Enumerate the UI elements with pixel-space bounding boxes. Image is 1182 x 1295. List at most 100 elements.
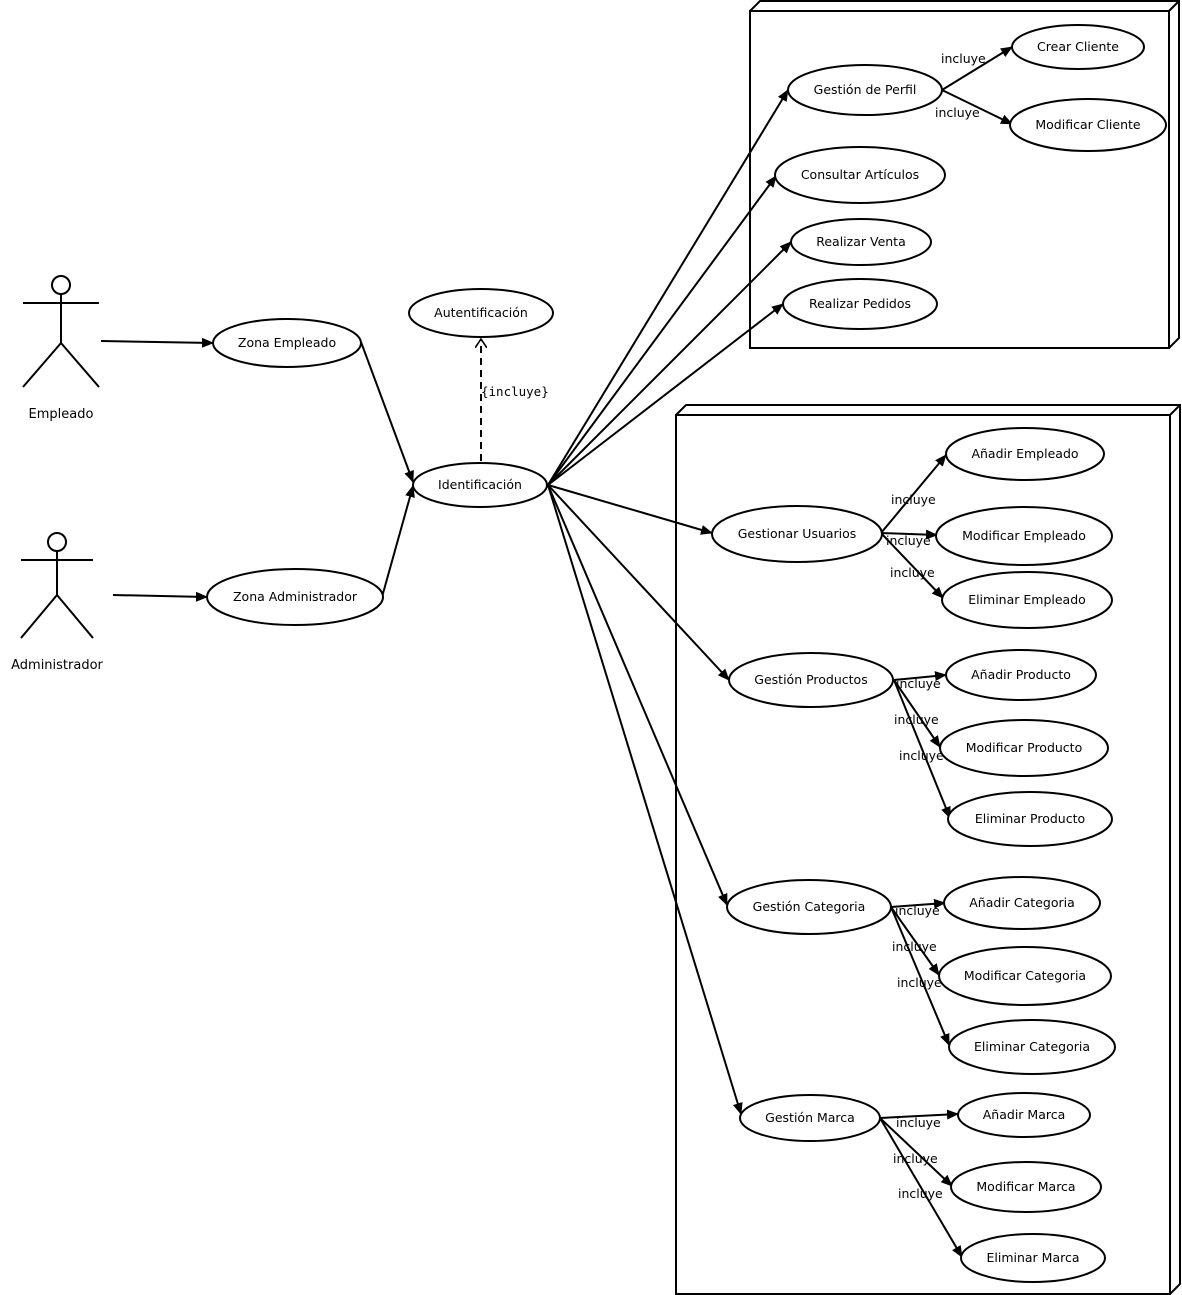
edge-ident-categoria <box>547 484 728 906</box>
svg-text:Gestionar Usuarios: Gestionar Usuarios <box>738 526 857 541</box>
use-cases: Zona Empleado Zona Administrador Identif… <box>206 24 1167 1283</box>
edge-categoria-anadir <box>890 898 946 909</box>
include-label: incluye <box>898 1186 943 1201</box>
svg-text:Crear Cliente: Crear Cliente <box>1037 39 1119 54</box>
use-case-eliminar-marca[interactable]: Eliminar Marca <box>960 1233 1106 1283</box>
use-case-gestion-productos[interactable]: Gestión Productos <box>728 652 894 708</box>
edge-marca-eliminar <box>879 1117 963 1258</box>
use-case-consultar-articulos[interactable]: Consultar Artículos <box>774 146 946 204</box>
svg-text:Modificar Categoria: Modificar Categoria <box>964 968 1086 983</box>
use-case-zona-empleado[interactable]: Zona Empleado <box>212 318 362 368</box>
use-case-realizar-venta[interactable]: Realizar Venta <box>790 218 932 266</box>
edge-productos-modificar <box>893 679 941 748</box>
use-case-eliminar-categoria[interactable]: Eliminar Categoria <box>948 1019 1116 1075</box>
package-top <box>749 0 1180 349</box>
use-case-gestionar-usuarios[interactable]: Gestionar Usuarios <box>711 505 883 563</box>
include-label: incluye <box>893 1151 938 1166</box>
edge-perfil-modificar <box>941 89 1013 125</box>
use-case-modificar-cliente[interactable]: Modificar Cliente <box>1009 98 1167 152</box>
use-case-autentificacion[interactable]: Autentificación <box>408 288 554 338</box>
use-case-modificar-categoria[interactable]: Modificar Categoria <box>938 946 1112 1006</box>
use-case-identificacion[interactable]: Identificación <box>412 462 548 508</box>
svg-text:Añadir Categoria: Añadir Categoria <box>969 895 1075 910</box>
include-label: incluye <box>895 903 940 918</box>
edges <box>100 46 1013 1258</box>
svg-text:Gestión Marca: Gestión Marca <box>765 1110 855 1125</box>
actor-label-empleado: Empleado <box>29 407 94 422</box>
svg-text:Añadir Producto: Añadir Producto <box>971 667 1071 682</box>
svg-text:Gestión de Perfil: Gestión de Perfil <box>814 82 917 97</box>
svg-text:Gestión Productos: Gestión Productos <box>754 672 867 687</box>
edge-productos-eliminar <box>893 679 951 819</box>
use-case-gestion-perfil[interactable]: Gestión de Perfil <box>787 64 943 116</box>
edge-ident-productos <box>547 484 730 681</box>
edge-usuarios-eliminar <box>880 532 944 599</box>
svg-text:Consultar Artículos: Consultar Artículos <box>801 167 919 182</box>
svg-text:Modificar Cliente: Modificar Cliente <box>1035 117 1141 132</box>
edge-ident-consultar <box>547 175 777 486</box>
edge-ident-perfil <box>547 89 789 486</box>
svg-text:Añadir Marca: Añadir Marca <box>983 1107 1066 1122</box>
include-label: incluye <box>896 1115 941 1130</box>
edge-categoria-modificar <box>890 906 940 976</box>
actor-administrador: Administrador <box>11 532 104 673</box>
edge-ident-venta <box>547 241 792 486</box>
include-label: incluye <box>891 492 936 507</box>
svg-text:Añadir Empleado: Añadir Empleado <box>971 446 1078 461</box>
include-label: incluye <box>897 975 942 990</box>
use-case-eliminar-empleado[interactable]: Eliminar Empleado <box>941 571 1113 629</box>
svg-text:Modificar Empleado: Modificar Empleado <box>962 528 1086 543</box>
use-case-gestion-marca[interactable]: Gestión Marca <box>739 1094 881 1142</box>
use-case-anadir-categoria[interactable]: Añadir Categoria <box>943 876 1101 930</box>
include-label: incluye <box>892 939 937 954</box>
include-label: incluye <box>935 105 980 120</box>
actor-empleado: Empleado <box>22 275 100 422</box>
svg-text:Identificación: Identificación <box>438 477 522 492</box>
use-case-realizar-pedidos[interactable]: Realizar Pedidos <box>782 278 938 330</box>
edge-marca-modificar <box>879 1117 953 1187</box>
svg-text:Eliminar Categoria: Eliminar Categoria <box>974 1039 1090 1054</box>
edge-admin-zona <box>112 591 208 602</box>
package-bottom <box>675 404 1181 1295</box>
svg-text:Realizar Pedidos: Realizar Pedidos <box>809 296 911 311</box>
use-case-anadir-producto[interactable]: Añadir Producto <box>945 649 1097 701</box>
svg-text:Eliminar Producto: Eliminar Producto <box>975 811 1085 826</box>
svg-text:Gestión Categoria: Gestión Categoria <box>753 899 866 914</box>
use-case-gestion-categoria[interactable]: Gestión Categoria <box>726 879 892 935</box>
edge-ident-usuarios <box>547 484 713 535</box>
use-case-anadir-marca[interactable]: Añadir Marca <box>957 1092 1091 1138</box>
use-case-modificar-empleado[interactable]: Modificar Empleado <box>935 506 1113 566</box>
svg-text:Zona Empleado: Zona Empleado <box>238 335 336 350</box>
svg-text:Modificar Producto: Modificar Producto <box>966 740 1082 755</box>
use-case-modificar-producto[interactable]: Modificar Producto <box>939 719 1109 777</box>
svg-text:Autentificación: Autentificación <box>434 305 528 320</box>
edge-empleado-zona <box>100 337 214 348</box>
use-case-anadir-empleado[interactable]: Añadir Empleado <box>945 427 1105 481</box>
include-label: incluye <box>941 51 986 66</box>
use-case-eliminar-producto[interactable]: Eliminar Producto <box>947 791 1113 847</box>
include-label: incluye <box>899 748 944 763</box>
use-case-modificar-marca[interactable]: Modificar Marca <box>950 1161 1102 1213</box>
actor-label-administrador: Administrador <box>11 658 103 673</box>
edge-productos-anadir <box>893 671 947 682</box>
edge-categoria-eliminar <box>890 906 950 1046</box>
svg-text:Realizar Venta: Realizar Venta <box>816 234 906 249</box>
edge-zona-admin-ident <box>381 485 415 598</box>
edge-usuarios-modificar <box>880 529 938 540</box>
edge-labels: {incluye} incluye incluye incluye incluy… <box>481 51 986 1201</box>
svg-text:Eliminar Empleado: Eliminar Empleado <box>968 592 1086 607</box>
svg-text:Eliminar Marca: Eliminar Marca <box>986 1250 1079 1265</box>
include-stereotype-label: {incluye} <box>481 384 549 399</box>
svg-text:Zona Administrador: Zona Administrador <box>233 589 358 604</box>
include-label: incluye <box>896 676 941 691</box>
use-case-zona-administrador[interactable]: Zona Administrador <box>206 568 384 626</box>
include-label: incluye <box>894 712 939 727</box>
edge-marca-anadir <box>879 1109 959 1120</box>
edge-ident-marca <box>547 484 743 1115</box>
use-case-crear-cliente[interactable]: Crear Cliente <box>1011 24 1145 70</box>
include-label: incluye <box>890 565 935 580</box>
svg-text:Modificar Marca: Modificar Marca <box>976 1179 1075 1194</box>
edge-perfil-crear <box>941 46 1013 91</box>
edge-zona-empleado-ident <box>360 341 414 483</box>
